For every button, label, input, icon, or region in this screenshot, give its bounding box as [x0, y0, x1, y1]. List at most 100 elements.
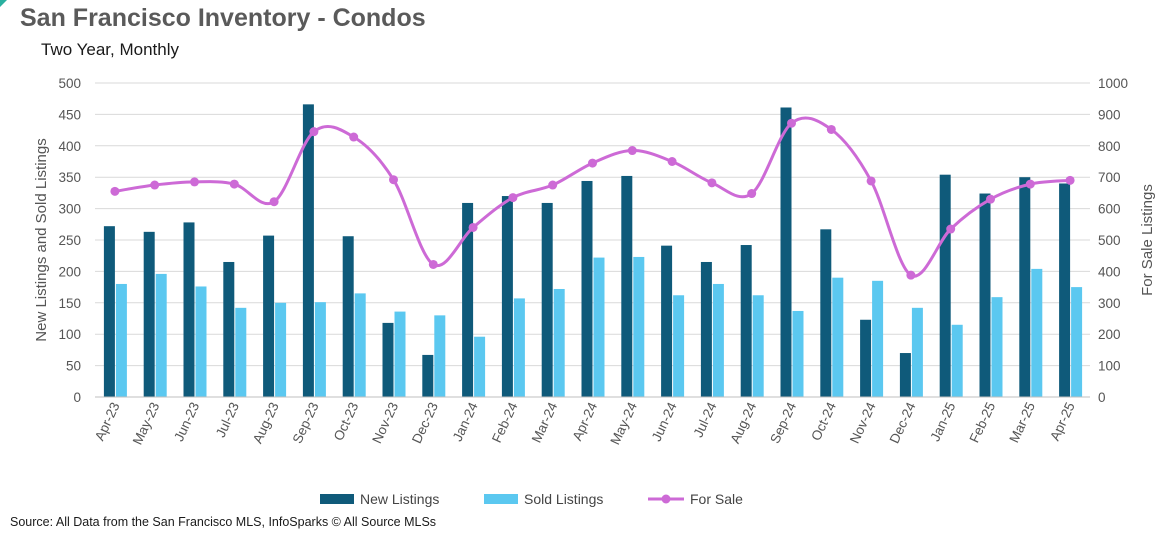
- for-sale-point: [190, 177, 199, 187]
- for-sale-point: [946, 224, 956, 234]
- legend-swatch-sold: [484, 494, 518, 504]
- sold-listings-bar: [394, 311, 406, 397]
- sold-listings-bar: [1031, 268, 1043, 397]
- x-tick-label: Jan-25: [927, 400, 958, 444]
- for-sale-point: [986, 194, 995, 204]
- sold-listings-bar: [195, 286, 207, 397]
- sold-listings-bar: [593, 257, 605, 397]
- new-listings-bar: [621, 175, 633, 397]
- x-tick-label: Oct-23: [331, 400, 362, 443]
- sold-listings-bar: [474, 336, 486, 397]
- for-sale-point: [787, 118, 796, 128]
- new-listings-bar: [143, 231, 155, 397]
- y-tick-label: 0: [73, 390, 81, 405]
- y-tick-label: 200: [58, 264, 81, 279]
- x-tick-label: Jun-24: [649, 399, 680, 443]
- new-listings-bar: [860, 319, 872, 397]
- y2-tick-label: 700: [1098, 170, 1121, 185]
- y2-tick-label: 600: [1098, 202, 1121, 217]
- x-tick-label: Aug-23: [250, 400, 282, 446]
- sold-listings-bar: [275, 302, 287, 397]
- sold-listings-bar: [752, 295, 764, 397]
- y2-tick-label: 500: [1098, 233, 1121, 248]
- for-sale-point: [269, 197, 279, 207]
- sold-listings-bar: [792, 310, 804, 397]
- y-tick-label: 350: [58, 170, 81, 185]
- sold-listings-bar: [314, 302, 326, 397]
- chart-title: San Francisco Inventory - Condos: [20, 4, 426, 32]
- y2-tick-label: 200: [1098, 327, 1121, 342]
- for-sale-point: [667, 157, 677, 166]
- x-tick-label: May-24: [607, 399, 640, 447]
- legend-label-sold: Sold Listings: [524, 491, 603, 507]
- new-listings-bar: [103, 226, 115, 397]
- sold-listings-bar: [354, 293, 366, 397]
- y2-tick-label: 0: [1098, 390, 1106, 405]
- new-listings-bar: [979, 193, 991, 397]
- x-tick-label: Mar-25: [1006, 400, 1038, 445]
- y-tick-label: 100: [58, 327, 81, 342]
- new-listings-bar: [899, 353, 911, 397]
- y2-tick-label: 1000: [1098, 76, 1128, 91]
- for-sale-point: [588, 158, 597, 168]
- y-tick-label: 500: [58, 76, 81, 91]
- x-tick-label: Aug-24: [727, 399, 759, 445]
- sold-listings-bar: [553, 288, 565, 397]
- x-tick-label: Apr-24: [569, 399, 600, 443]
- x-tick-label: Feb-24: [489, 399, 521, 445]
- sold-listings-bar: [991, 297, 1003, 397]
- new-listings-bar: [581, 180, 593, 397]
- for-sale-point: [229, 179, 239, 189]
- legend-swatch-new: [320, 494, 354, 504]
- y-axis-title: New Listings and Sold Listings: [33, 138, 50, 341]
- new-listings-bar: [302, 104, 314, 398]
- y-tick-label: 300: [58, 202, 81, 217]
- sold-listings-bar: [832, 277, 844, 397]
- for-sale-point: [468, 222, 478, 232]
- for-sale-point: [508, 193, 518, 203]
- x-tick-label: May-23: [130, 400, 163, 447]
- legend-label-new: New Listings: [360, 491, 439, 507]
- y2-axis-title: For Sale Listings: [1139, 184, 1156, 296]
- y2-tick-label: 900: [1098, 107, 1121, 122]
- x-tick-label: Nov-24: [847, 399, 879, 445]
- y-tick-label: 400: [58, 139, 81, 154]
- for-sale-point: [548, 180, 558, 190]
- for-sale-point: [1025, 179, 1035, 189]
- x-tick-label: Apr-25: [1047, 400, 1078, 443]
- sold-listings-bar: [872, 280, 884, 397]
- for-sale-point: [428, 259, 438, 269]
- sold-listings-bar: [673, 295, 685, 397]
- y-tick-label: 150: [58, 296, 81, 311]
- for-sale-point: [150, 180, 160, 190]
- new-listings-bar: [780, 107, 792, 397]
- x-tick-label: Apr-23: [92, 400, 123, 443]
- new-listings-bar: [342, 236, 354, 397]
- sold-listings-bar: [155, 273, 167, 397]
- new-listings-bar: [1019, 177, 1031, 397]
- for-sale-point: [866, 176, 876, 186]
- new-listings-bar: [661, 245, 673, 397]
- x-tick-label: Jul-23: [213, 400, 242, 440]
- for-sale-point: [309, 127, 319, 137]
- y2-tick-label: 400: [1098, 264, 1121, 279]
- for-sale-point: [707, 178, 717, 188]
- sold-listings-bar: [712, 283, 724, 397]
- for-sale-point: [110, 186, 120, 196]
- y-tick-label: 50: [66, 359, 81, 374]
- new-listings-bar: [1059, 183, 1071, 397]
- new-listings-bar: [820, 229, 832, 397]
- x-tick-label: Nov-23: [369, 400, 401, 446]
- for-sale-point: [389, 175, 398, 185]
- x-tick-label: Sep-23: [290, 400, 322, 446]
- source-note: Source: All Data from the San Francisco …: [10, 515, 437, 529]
- x-tick-label: Jul-24: [690, 399, 719, 439]
- legend-label-forsale: For Sale: [690, 491, 743, 507]
- new-listings-bar: [223, 261, 235, 397]
- new-listings-bar: [939, 174, 951, 397]
- sold-listings-bar: [434, 315, 446, 397]
- new-listings-bar: [382, 322, 394, 397]
- sold-listings-bar: [1071, 287, 1083, 397]
- new-listings-bar: [462, 202, 474, 397]
- y-tick-label: 250: [58, 233, 81, 248]
